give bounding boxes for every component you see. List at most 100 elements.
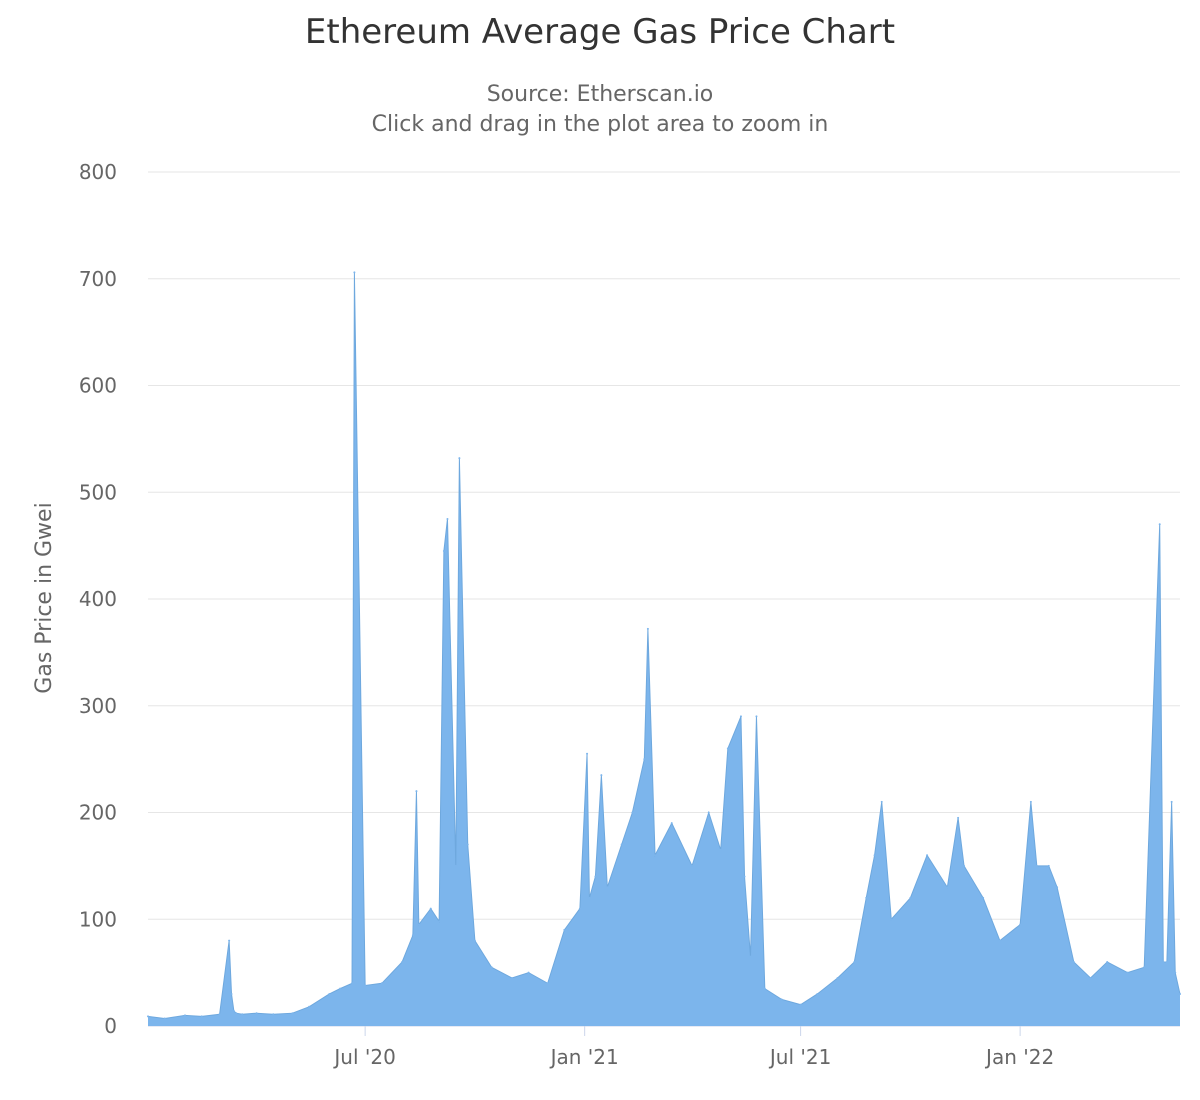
data-point bbox=[218, 1013, 221, 1016]
data-point bbox=[458, 457, 461, 460]
chart-subtitle: Source: Etherscan.io bbox=[486, 82, 714, 107]
data-point bbox=[466, 843, 469, 846]
data-point bbox=[749, 955, 752, 958]
data-point bbox=[865, 896, 868, 899]
data-point bbox=[880, 800, 883, 803]
data-point bbox=[308, 1005, 311, 1008]
x-axis-ticks: Jul '20 Jan '21 Jul '21 Jan '22 bbox=[148, 1025, 1180, 1069]
data-point bbox=[707, 811, 710, 814]
data-point bbox=[763, 987, 766, 990]
data-point bbox=[272, 1013, 275, 1016]
data-point bbox=[691, 864, 694, 867]
plot-area[interactable] bbox=[147, 271, 1181, 1027]
data-point bbox=[351, 982, 354, 985]
data-point bbox=[291, 1012, 294, 1015]
data-point bbox=[380, 982, 383, 985]
data-point bbox=[1126, 971, 1129, 974]
y-tick-label: 200 bbox=[79, 801, 117, 825]
data-point bbox=[241, 1013, 244, 1016]
data-point bbox=[510, 976, 513, 979]
data-point bbox=[417, 923, 420, 926]
data-point bbox=[1162, 960, 1165, 963]
data-point bbox=[606, 886, 609, 889]
data-point bbox=[982, 896, 985, 899]
data-point bbox=[328, 992, 331, 995]
data-point bbox=[1170, 800, 1173, 803]
data-point bbox=[147, 1015, 149, 1018]
y-tick-label: 400 bbox=[79, 587, 117, 611]
data-point bbox=[1072, 960, 1075, 963]
y-tick-label: 100 bbox=[79, 907, 117, 931]
data-point bbox=[620, 843, 623, 846]
y-tick-label: 500 bbox=[79, 480, 117, 504]
y-tick-label: 300 bbox=[79, 694, 117, 718]
data-point bbox=[490, 966, 493, 969]
data-point bbox=[600, 774, 603, 777]
x-tick-label: Jul '21 bbox=[768, 1045, 831, 1069]
data-point bbox=[1143, 966, 1146, 969]
data-point bbox=[1106, 960, 1109, 963]
x-tick-label: Jan '21 bbox=[549, 1045, 619, 1069]
data-point bbox=[1019, 923, 1022, 926]
data-point bbox=[230, 992, 233, 995]
data-point bbox=[998, 939, 1001, 942]
data-point bbox=[586, 752, 589, 755]
data-point bbox=[890, 918, 893, 921]
data-point bbox=[563, 928, 566, 931]
data-point bbox=[442, 549, 445, 552]
y-tick-label: 800 bbox=[79, 160, 117, 184]
data-point bbox=[1179, 992, 1181, 995]
data-point bbox=[411, 934, 414, 937]
data-point bbox=[1029, 800, 1032, 803]
data-point bbox=[232, 1010, 235, 1013]
data-point bbox=[743, 875, 746, 878]
y-tick-label: 700 bbox=[79, 267, 117, 291]
data-point bbox=[726, 747, 729, 750]
data-point bbox=[739, 715, 742, 718]
data-point bbox=[228, 939, 231, 942]
data-point bbox=[235, 1012, 238, 1015]
data-point bbox=[163, 1017, 166, 1020]
data-point bbox=[1089, 976, 1092, 979]
data-point bbox=[401, 960, 404, 963]
chart-title: Ethereum Average Gas Price Chart bbox=[304, 12, 896, 52]
data-point bbox=[909, 896, 912, 899]
data-point bbox=[1035, 864, 1038, 867]
data-point bbox=[415, 790, 418, 793]
data-point bbox=[780, 998, 783, 1001]
data-point bbox=[578, 907, 581, 910]
data-point bbox=[926, 854, 929, 857]
data-point bbox=[183, 1014, 186, 1017]
data-point bbox=[473, 939, 476, 942]
data-point bbox=[957, 816, 960, 819]
data-point bbox=[816, 992, 819, 995]
y-axis-label: Gas Price in Gwei bbox=[32, 502, 57, 693]
data-point bbox=[546, 982, 549, 985]
data-point bbox=[799, 1003, 802, 1006]
x-tick-label: Jul '20 bbox=[332, 1045, 395, 1069]
data-point bbox=[255, 1012, 258, 1015]
data-point bbox=[719, 848, 722, 851]
data-point bbox=[836, 976, 839, 979]
data-point bbox=[873, 854, 876, 857]
data-point bbox=[1174, 971, 1177, 974]
x-tick-label: Jan '22 bbox=[984, 1045, 1054, 1069]
data-point bbox=[429, 907, 432, 910]
data-point bbox=[1047, 864, 1050, 867]
data-point bbox=[594, 875, 597, 878]
series-area bbox=[148, 272, 1180, 1027]
y-tick-label: 0 bbox=[104, 1014, 117, 1038]
data-point bbox=[438, 920, 441, 923]
data-point bbox=[454, 864, 457, 867]
grid-lines bbox=[148, 171, 1180, 920]
data-point bbox=[353, 271, 356, 274]
data-point bbox=[588, 896, 591, 899]
data-point bbox=[670, 822, 673, 825]
data-point bbox=[446, 517, 449, 520]
data-point bbox=[1056, 886, 1059, 889]
data-point bbox=[643, 758, 646, 761]
data-point bbox=[527, 971, 530, 974]
data-point bbox=[963, 864, 966, 867]
data-point bbox=[755, 715, 758, 718]
